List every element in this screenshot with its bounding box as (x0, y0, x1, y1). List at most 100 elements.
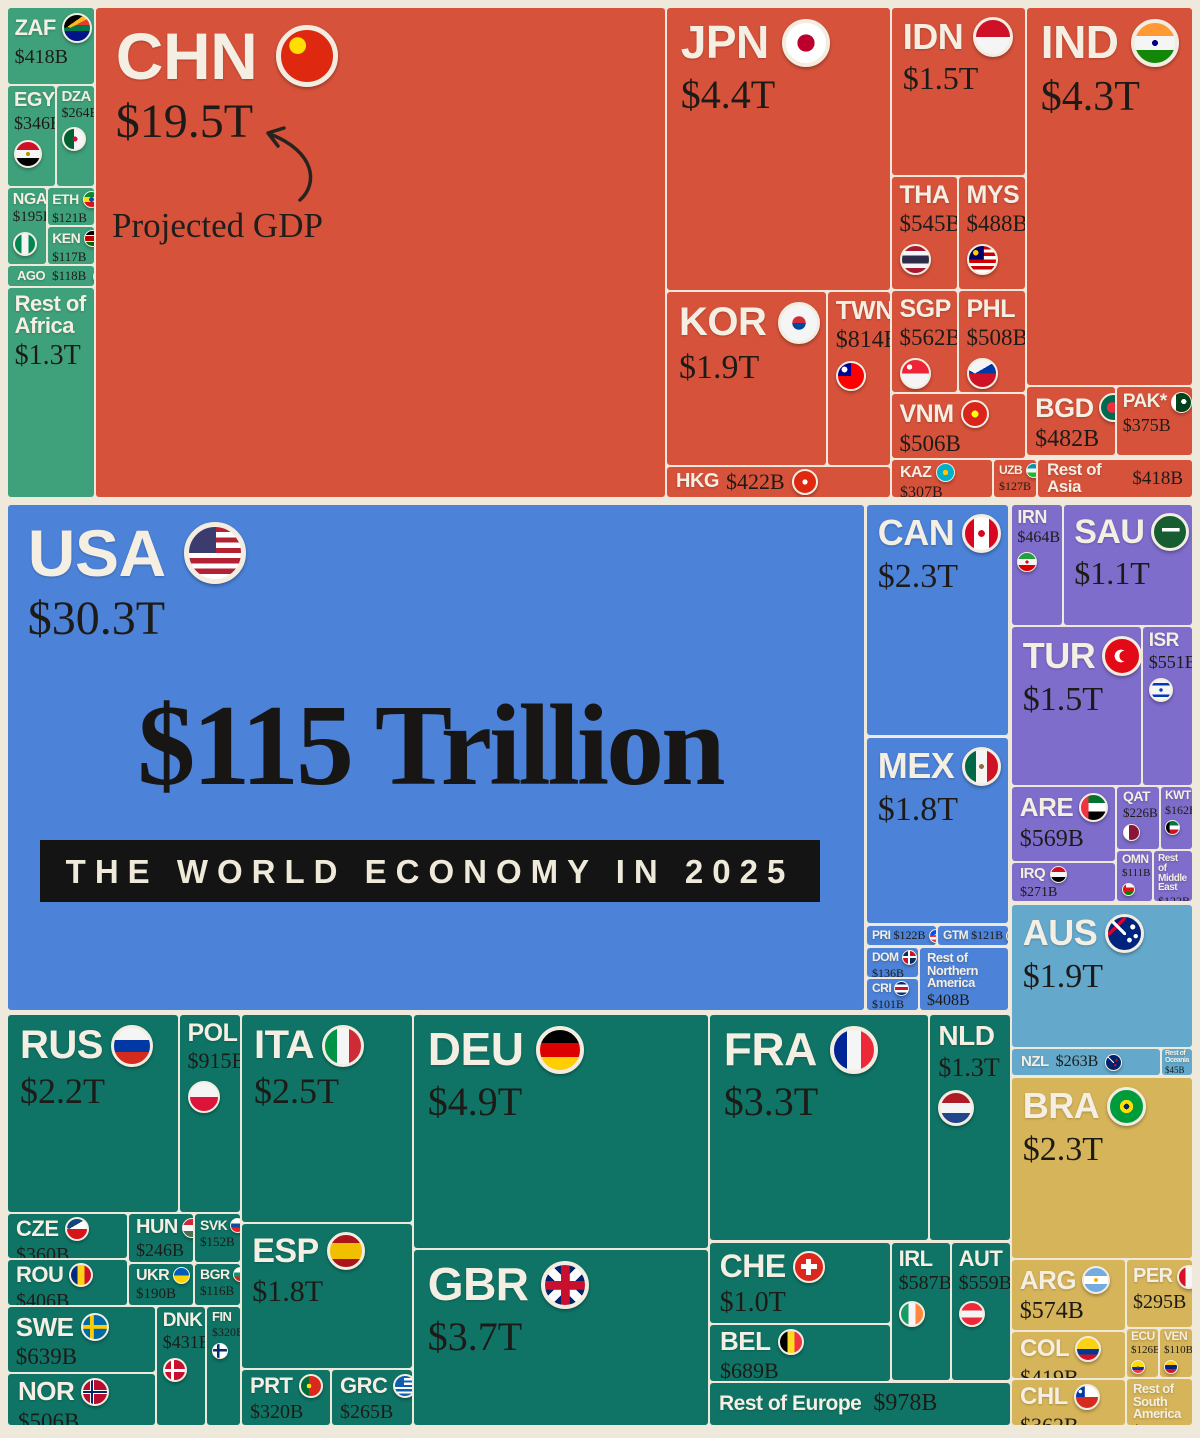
ago-flag-icon (93, 268, 94, 284)
pak-flag-icon (1170, 391, 1192, 413)
ecu-flag-icon (1131, 1359, 1145, 1374)
country-prt: PRT $320B (242, 1370, 330, 1425)
country-code: DEU (427, 1023, 524, 1076)
country-vnm: VNM $506B (892, 394, 1025, 458)
country-value: $419B (1020, 1364, 1079, 1378)
country-phl: PHL $508B (959, 291, 1025, 392)
country-code: KOR (679, 300, 767, 344)
country-eth: ETH $121B (48, 188, 94, 225)
country-code: GBR (427, 1258, 529, 1311)
country-irn: IRN $464B (1012, 505, 1062, 625)
chl-flag-icon (1073, 1384, 1100, 1410)
country-can: CAN $2.3T (867, 505, 1008, 735)
region-rest-of-asia: Rest of Asia $418B (1038, 460, 1192, 497)
country-value: $45B (1165, 1065, 1185, 1075)
country-code: MEX (877, 745, 955, 787)
omn-flag-icon (1122, 882, 1135, 896)
rus-flag-icon (110, 1024, 153, 1067)
country-value: $101B (872, 997, 905, 1010)
country-code: BEL (720, 1326, 771, 1357)
country-code: PRI (872, 927, 891, 942)
country-code: Rest of Europe (719, 1391, 862, 1415)
country-value: $506B (899, 431, 961, 457)
ita-flag-icon (321, 1024, 364, 1067)
country-jpn: JPN $4.4T (667, 8, 890, 290)
country-value: $110B (1164, 1343, 1192, 1356)
country-code: EGY (14, 88, 55, 111)
country-value: $1.9T (679, 348, 760, 386)
che-flag-icon (792, 1250, 825, 1283)
country-code: ECU (1131, 1329, 1155, 1343)
country-value: $551B (1148, 652, 1192, 673)
country-pol: POL $915B (180, 1015, 240, 1212)
country-value: $375B (1122, 414, 1171, 435)
country-value: $263B (1055, 1052, 1099, 1070)
country-bgr: BGR $116B (195, 1264, 240, 1305)
country-code: IRQ (1020, 865, 1046, 883)
country-value: $1.8T (877, 790, 959, 828)
country-code: AUS (1022, 912, 1098, 954)
country-code: BGR (200, 1265, 230, 1282)
country-value: $1.0T (719, 1286, 786, 1318)
projected-gdp-annotation: Projected GDP (112, 206, 323, 245)
country-value: $406B (16, 1289, 70, 1305)
country-fra: FRA $3.3T (710, 1015, 928, 1240)
country-grc: GRC $265B (332, 1370, 412, 1425)
region-rest-of-south-america: Rest of South America $218B (1127, 1379, 1192, 1425)
fin-flag-icon (212, 1342, 228, 1359)
egy-flag-icon (14, 139, 42, 168)
country-per: PER $295B (1127, 1260, 1192, 1327)
dza-flag-icon (61, 127, 86, 152)
chn-flag-icon (275, 25, 338, 88)
country-value: $121B (971, 928, 1004, 943)
country-arg: ARG $574B (1012, 1260, 1125, 1330)
country-value: $587B (898, 1272, 950, 1295)
country-code: TWN (835, 295, 890, 326)
deu-flag-icon (536, 1026, 585, 1075)
country-code: AUT (958, 1246, 1003, 1272)
country-value: $1.3T (938, 1052, 1000, 1082)
country-ecu: ECU $126B (1127, 1329, 1158, 1377)
country-code: NLD (938, 1019, 995, 1051)
country-code: BGD (1035, 392, 1094, 423)
col-flag-icon (1075, 1336, 1102, 1362)
bel-flag-icon (777, 1329, 804, 1355)
country-code: HUN (136, 1216, 178, 1239)
country-code: UKR (136, 1266, 170, 1284)
country-code: ARE (1019, 792, 1074, 822)
mex-flag-icon (962, 746, 1002, 786)
country-usa: USA $30.3T (8, 505, 864, 1010)
country-code: MYS (966, 181, 1020, 209)
country-code: IRN (1017, 507, 1047, 528)
country-value: $915B (187, 1048, 241, 1074)
country-ind: IND $4.3T (1027, 8, 1192, 385)
country-value: $2.2T (20, 1071, 105, 1112)
country-code: CRI (872, 980, 892, 995)
region-rest-of-africa: Rest of Africa $1.3T (8, 288, 94, 497)
country-value: $2.3T (1022, 1130, 1104, 1168)
pri-flag-icon (928, 928, 936, 943)
country-code: GRC (340, 1373, 388, 1399)
country-bgd: BGD $482B (1027, 387, 1115, 455)
country-mex: MEX $1.8T (867, 738, 1008, 923)
country-code: Rest of Asia (1047, 460, 1102, 496)
country-code: CHN (115, 18, 258, 93)
hun-flag-icon (181, 1218, 193, 1238)
arg-flag-icon (1082, 1266, 1111, 1295)
tha-flag-icon (899, 243, 931, 275)
country-code: VEN (1164, 1329, 1188, 1343)
country-value: $360B (16, 1243, 70, 1258)
fra-flag-icon (829, 1026, 878, 1075)
jpn-flag-icon (781, 19, 830, 68)
country-code: SVK (200, 1216, 228, 1233)
country-value: $226B (1123, 805, 1158, 821)
country-value: $116B (200, 1283, 235, 1299)
country-value: $320B (250, 1400, 304, 1423)
country-value: $418B (14, 45, 68, 68)
country-value: $3.7T (427, 1314, 523, 1360)
aus-flag-icon (1105, 913, 1145, 953)
country-value: $122B (893, 928, 926, 943)
country-value: $3.3T (723, 1079, 819, 1125)
country-value: $1.9T (1022, 957, 1104, 995)
country-code: HKG (676, 470, 719, 493)
